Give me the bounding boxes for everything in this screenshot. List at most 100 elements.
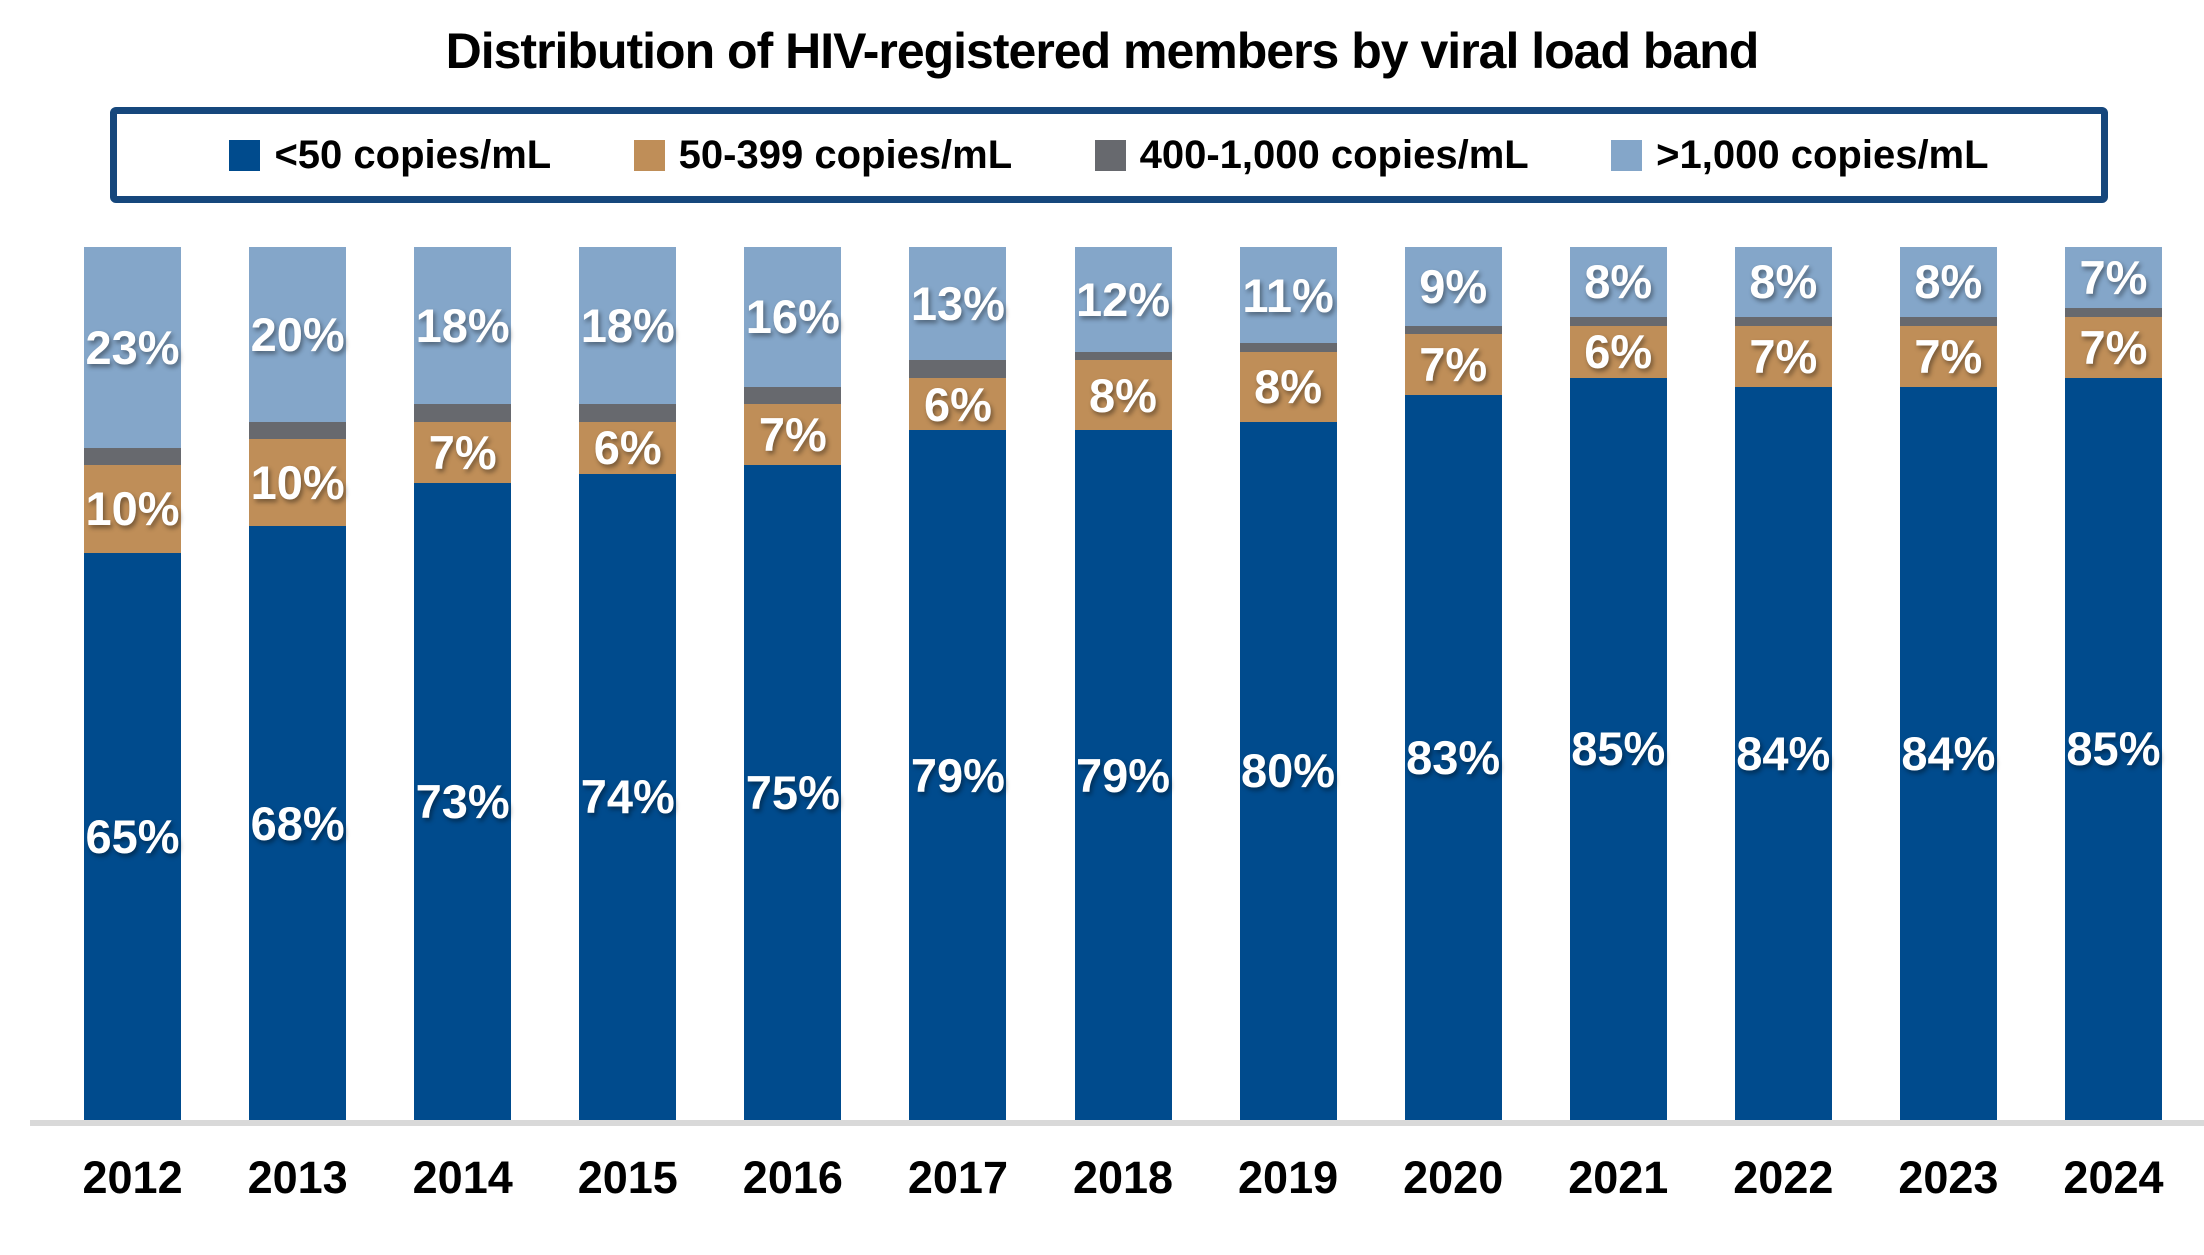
bar-segment-light_blue: 8%	[1569, 247, 1667, 317]
bar-column-2021: 8% 6% 85%	[1536, 247, 1701, 1120]
bar-segment-label: 12%	[1075, 272, 1171, 326]
bar-segment-label: 85%	[2066, 722, 2161, 776]
chart-title: Distribution of HIV-registered members b…	[445, 23, 1760, 79]
x-axis-label-2019: 2019	[1238, 1152, 1339, 1203]
bar-segment-label: 10%	[85, 482, 180, 536]
bar-segment-gray	[1899, 316, 1997, 326]
bar-segment-label: 80%	[1241, 744, 1336, 798]
x-axis-label-2018: 2018	[1072, 1152, 1174, 1203]
bar-column-2016: 16% 7% 75%	[710, 247, 875, 1120]
bar-segment-tan: 7%	[744, 404, 842, 466]
bar-segment-gray	[1734, 316, 1832, 326]
legend-label: 400-1,000 copies/mL	[1139, 132, 1529, 177]
bar-segment-label: 8%	[1089, 368, 1157, 422]
bar-column-2014: 18% 7% 73%	[380, 247, 545, 1120]
bar-segment-light_blue: 8%	[1734, 247, 1832, 317]
bar-segment-label: 6%	[1584, 325, 1653, 379]
bar-segment-label: 20%	[250, 307, 345, 361]
bar-segment-light_blue: 13%	[909, 247, 1007, 361]
x-axis-label-2015: 2015	[577, 1152, 678, 1203]
bar-segment-label: 7%	[758, 408, 827, 462]
legend-swatch-icon	[1611, 139, 1643, 171]
bar-segment-dark_blue: 83%	[1404, 395, 1502, 1120]
bar-segment-light_blue: 9%	[1404, 247, 1502, 326]
bar-segment-tan: 8%	[1074, 360, 1172, 431]
bar-segment-label: 11%	[1242, 268, 1334, 322]
bar-segment-label: 8%	[1254, 360, 1323, 414]
bar-segment-dark_blue: 79%	[909, 430, 1007, 1120]
bar-segment-label: 7%	[428, 425, 497, 479]
bar-segment-light_blue: 8%	[1899, 247, 1997, 317]
legend-label: 50-399 copies/mL	[678, 132, 1013, 177]
stacked-bar-2014: 18% 7% 73%	[414, 247, 512, 1120]
stacked-bar-2020: 9% 7% 83%	[1404, 247, 1502, 1120]
x-axis-label-2020: 2020	[1403, 1152, 1504, 1203]
bar-segment-label: 23%	[85, 320, 180, 374]
bar-segment-label: 8%	[1749, 255, 1818, 309]
bar-segment-tan: 7%	[2064, 316, 2162, 378]
legend-item-tan: 50-399 copies/mL	[633, 132, 1013, 178]
stacked-bar-2018: 12% 8% 79%	[1074, 247, 1172, 1120]
bar-segment-label: 8%	[1584, 255, 1653, 309]
bar-segment-tan: 6%	[1569, 325, 1667, 379]
stacked-bar-2022: 8% 7% 84%	[1734, 247, 1832, 1120]
bar-column-2015: 18% 6% 74%	[545, 247, 710, 1120]
bar-segment-label: 65%	[85, 809, 180, 863]
bar-segment-dark_blue: 74%	[579, 473, 677, 1120]
x-axis-label-2016: 2016	[742, 1152, 843, 1203]
x-axis-label-2017: 2017	[907, 1152, 1008, 1203]
bar-segment-dark_blue: 65%	[84, 552, 182, 1120]
legend-item-gray: 400-1,000 copies/mL	[1094, 132, 1529, 178]
bar-segment-light_blue: 23%	[84, 247, 182, 448]
bar-segment-dark_blue: 73%	[414, 482, 512, 1120]
bar-segment-gray	[1404, 325, 1502, 335]
stacked-bar-2017: 13% 6% 79%	[909, 247, 1007, 1120]
x-axis-line	[30, 1120, 2204, 1126]
stacked-bar-2013: 20% 10% 68%	[249, 247, 347, 1120]
bar-segment-dark_blue: 85%	[2064, 377, 2162, 1120]
x-axis-labels: 2012 2013 2014 2015 2016 2017 2018 2019 2020 2021…	[50, 1152, 2196, 1204]
bar-segment-gray	[579, 404, 677, 422]
bar-segment-label: 84%	[1736, 726, 1831, 780]
bar-segment-tan: 8%	[1239, 351, 1337, 422]
bar-segment-label: 18%	[415, 299, 510, 353]
bar-segment-light_blue: 16%	[744, 247, 842, 387]
bar-segment-label: 74%	[580, 770, 675, 824]
x-axis-label-2012: 2012	[82, 1152, 183, 1203]
bar-column-2013: 20% 10% 68%	[215, 247, 380, 1120]
bar-segment-gray	[1074, 351, 1172, 361]
bar-segment-light_blue: 7%	[2064, 247, 2162, 309]
stacked-bar-2015: 18% 6% 74%	[579, 247, 677, 1120]
bar-segment-light_blue: 18%	[579, 247, 677, 405]
legend-label: >1,000 copies/mL	[1656, 132, 1989, 177]
stacked-bar-2012: 23% 10% 65%	[84, 247, 182, 1120]
legend-label: <50 copies/mL	[274, 132, 552, 177]
stacked-bar-2023: 8% 7% 84%	[1899, 247, 1997, 1120]
bar-segment-label: 68%	[250, 796, 345, 850]
bar-segment-label: 7%	[1749, 329, 1818, 383]
bar-column-2018: 12% 8% 79%	[1040, 247, 1205, 1120]
bar-segment-label: 10%	[250, 456, 345, 510]
bars-container: 23% 10% 65% 20% 10% 68% 18% 7% 73% 18% 6% 74% 16% 7% 7…	[50, 247, 2196, 1120]
bar-segment-label: 18%	[580, 299, 675, 353]
bar-segment-light_blue: 20%	[249, 247, 347, 422]
bar-segment-light_blue: 18%	[414, 247, 512, 405]
x-axis-label-2021: 2021	[1568, 1152, 1669, 1203]
bar-segment-label: 75%	[745, 766, 840, 820]
bar-segment-label: 7%	[1914, 329, 1983, 383]
bar-column-2020: 9% 7% 83%	[1371, 247, 1536, 1120]
x-axis-label-2022: 2022	[1733, 1152, 1834, 1203]
bar-segment-label: 83%	[1406, 731, 1501, 785]
bar-segment-tan: 7%	[1734, 325, 1832, 387]
bar-segment-light_blue: 12%	[1074, 247, 1172, 352]
bar-segment-gray	[2064, 308, 2162, 317]
bar-segment-dark_blue: 68%	[249, 526, 347, 1120]
bar-segment-light_blue: 11%	[1239, 247, 1337, 344]
stacked-bar-2024: 7% 7% 85%	[2064, 247, 2162, 1120]
bar-segment-label: 13%	[910, 277, 1005, 331]
bar-segment-label: 79%	[1075, 748, 1171, 802]
bar-segment-label: 16%	[745, 290, 840, 344]
legend-swatch-icon	[633, 139, 665, 171]
bar-segment-tan: 6%	[909, 377, 1007, 431]
